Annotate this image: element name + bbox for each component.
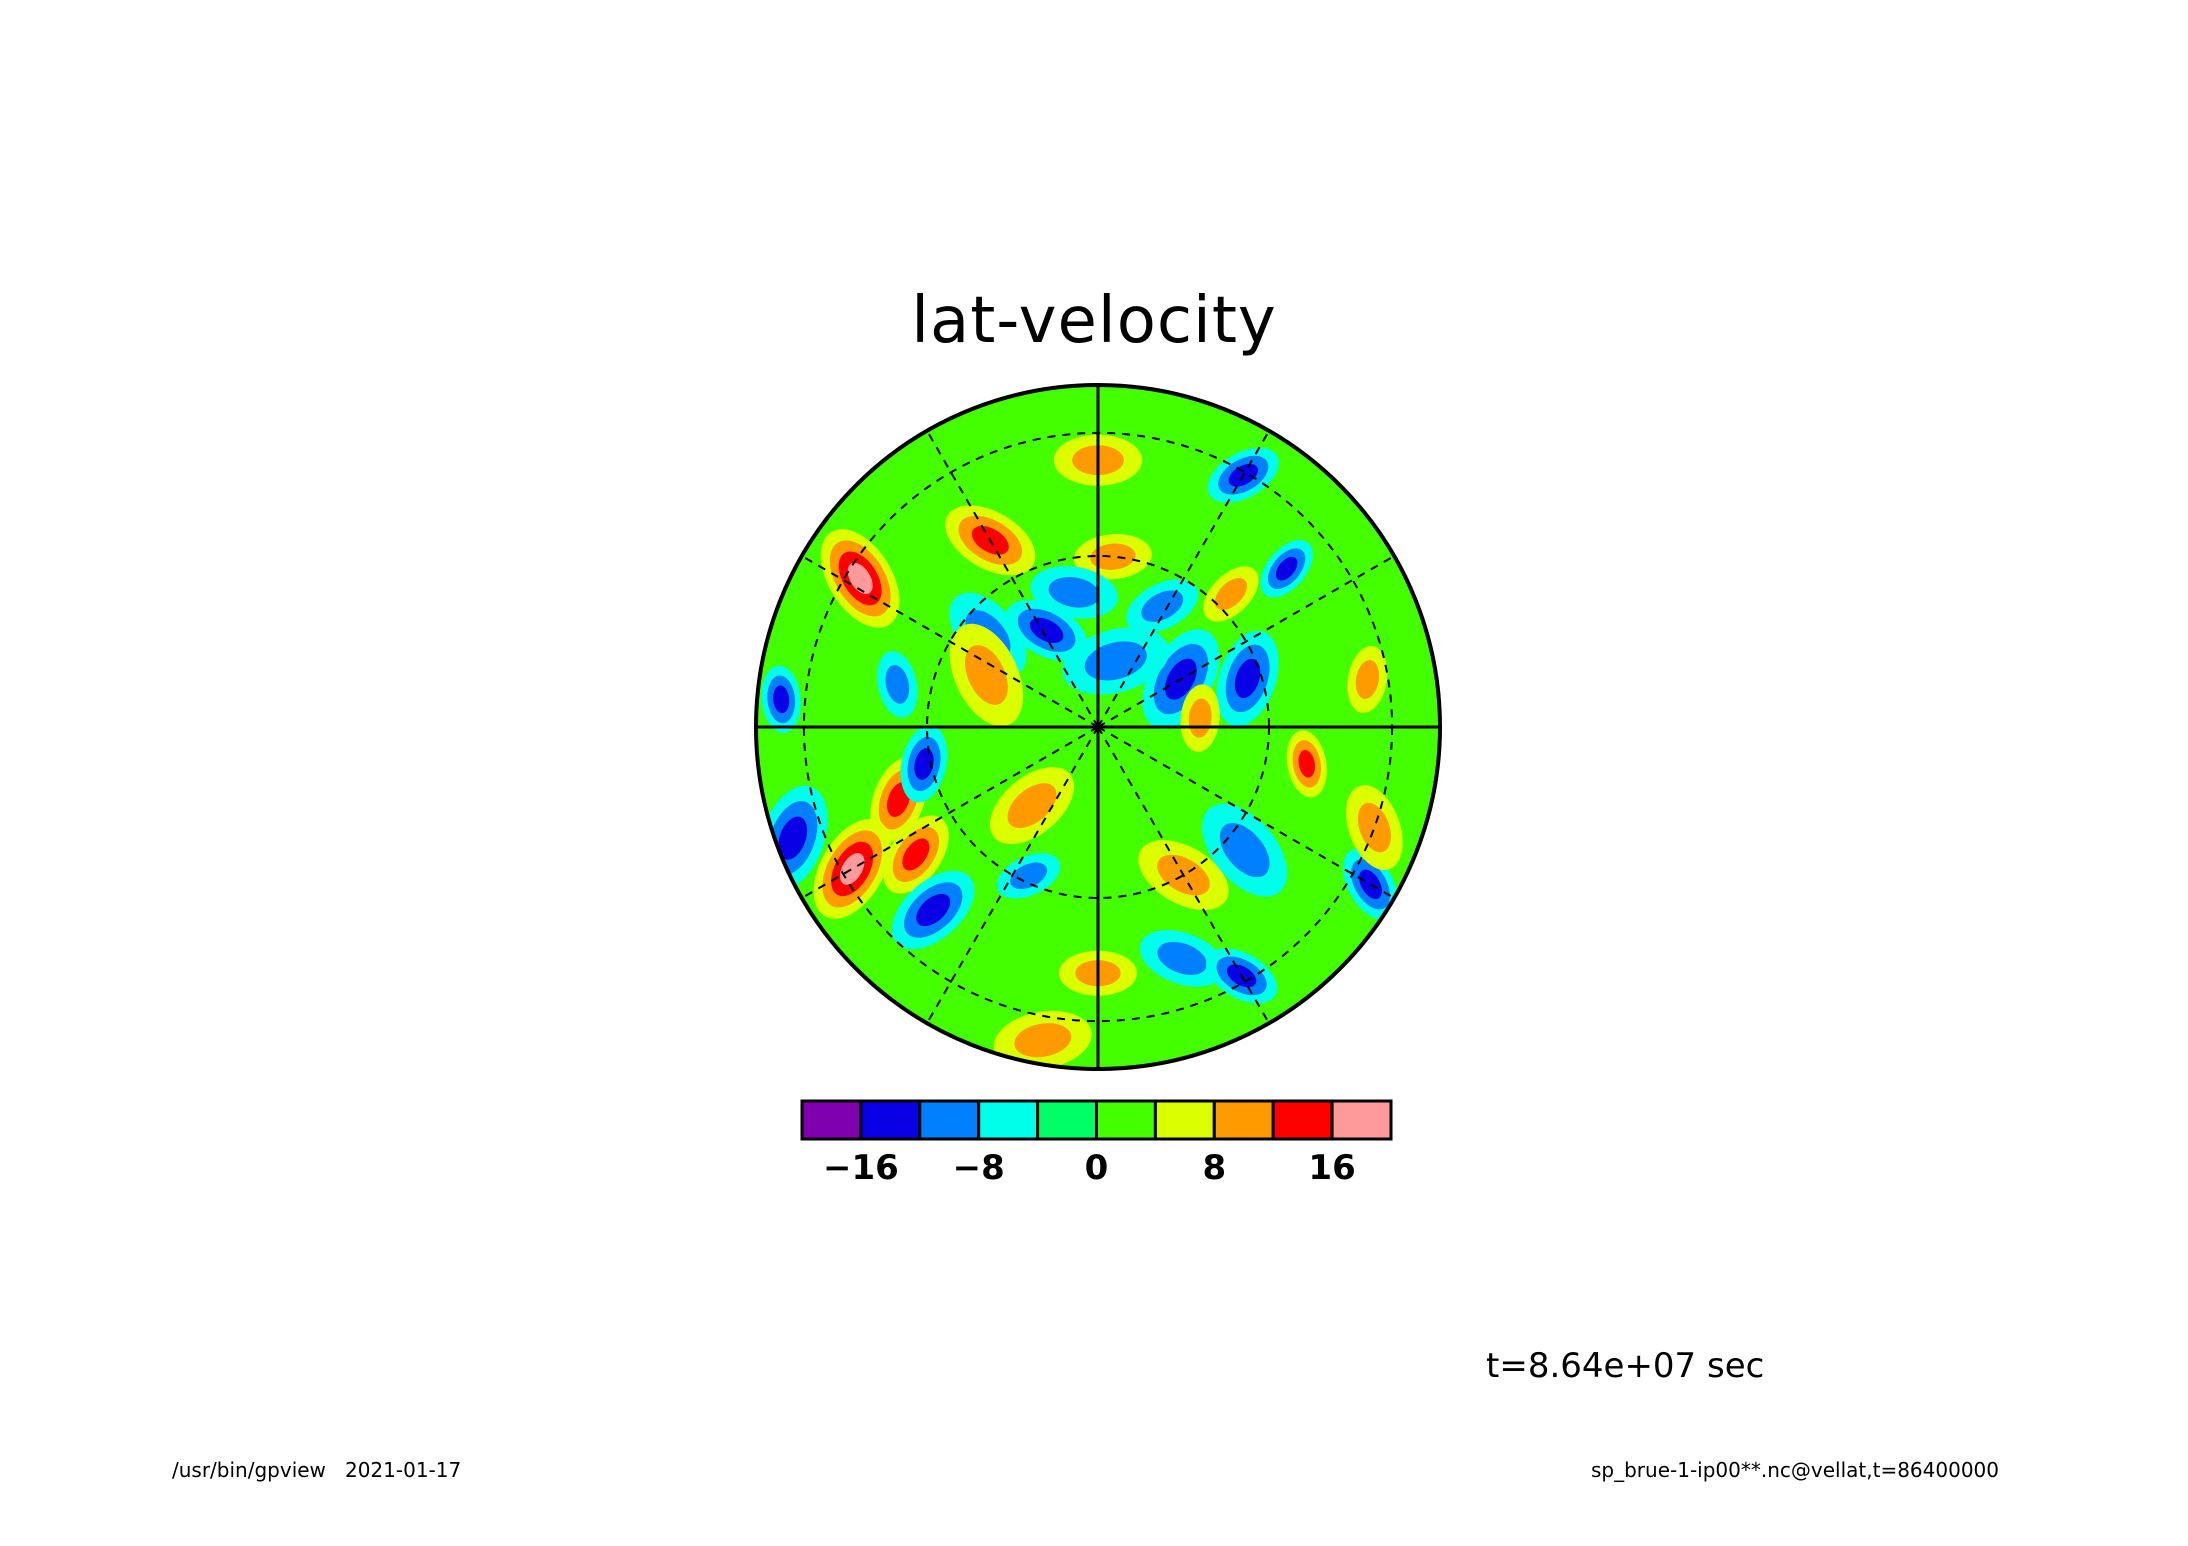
contour-level (847, 562, 873, 595)
colorbar-swatch (1271, 1099, 1334, 1141)
contour-level (1357, 802, 1391, 853)
contour-level (1298, 750, 1316, 778)
contour-level (885, 664, 910, 704)
field-blob (1126, 579, 1199, 634)
graticule (756, 385, 1440, 1069)
contour-level (1219, 823, 1270, 878)
colorbar-swatch (918, 1099, 981, 1141)
contour-level (902, 838, 930, 871)
contour-level (1275, 556, 1298, 581)
field-blob (876, 650, 918, 718)
field-blob (949, 623, 1024, 727)
field-blob (1347, 646, 1388, 713)
field-blob (900, 725, 948, 803)
meridian-line (926, 430, 1099, 728)
field-blob (1216, 630, 1279, 727)
meridian-line (801, 726, 1099, 899)
colorbar-swatch (800, 1099, 863, 1141)
field-blob (883, 815, 949, 894)
field-blob (1062, 627, 1170, 695)
meridian-line (1097, 726, 1270, 1024)
contour-level (1007, 783, 1057, 829)
colorbar-swatch (1212, 1099, 1275, 1141)
contour-level (1090, 543, 1136, 570)
contour-level (1359, 869, 1382, 899)
disk-boundary (754, 383, 1442, 1071)
meridian-line (926, 726, 1099, 1024)
contour-level (1048, 576, 1100, 608)
contour-level (914, 748, 934, 780)
contour-level (1141, 590, 1184, 622)
time-annotation: t=8.64e+07 sec (1486, 1346, 1765, 1386)
meridian-line (1097, 726, 1395, 899)
colorbar-swatch (1036, 1099, 1098, 1141)
footer-right-text: sp_brue-1-ip00**.nc@vellat,t=86400000 (1590, 1458, 1999, 1482)
contour-level (1029, 617, 1064, 644)
field-blob (1005, 599, 1088, 662)
chart-title: lat-velocity (911, 284, 1277, 358)
colorbar-tick-label: −8 (953, 1148, 1005, 1188)
field-blob (1202, 803, 1288, 897)
contour-level (1157, 941, 1207, 975)
contour-level (773, 685, 790, 714)
field-blob (1203, 566, 1259, 622)
contour-level (1014, 1023, 1072, 1058)
colorbar-swatch (1330, 1099, 1393, 1141)
contour-level (1214, 577, 1248, 611)
contour-level (916, 893, 951, 927)
contour-level (1010, 862, 1048, 890)
meridian-line (801, 555, 1099, 728)
colorbar-swatch (1153, 1099, 1216, 1141)
contour-level (1234, 658, 1261, 699)
colorbar: −16 −8 0 8 16 (800, 1099, 1393, 1188)
contour-level (1355, 659, 1380, 700)
field-blob (1260, 539, 1313, 598)
field-blob (993, 1010, 1092, 1069)
field-blob (891, 870, 975, 950)
contour-level (778, 816, 808, 860)
colorbar-tick-label: −16 (823, 1148, 899, 1188)
contour-level (964, 645, 1008, 705)
colorbar-swatch (859, 1099, 922, 1141)
field-blob (761, 665, 801, 734)
colorbar-swatch (1095, 1099, 1157, 1141)
meridian-line (1097, 555, 1395, 728)
colorbar-tick-label: 16 (1308, 1148, 1355, 1188)
colorbar-tick-label: 0 (1085, 1148, 1109, 1188)
field-blob (820, 529, 900, 628)
field-blob (989, 767, 1075, 845)
meridian-line (1097, 430, 1270, 728)
field-blob (1286, 730, 1327, 798)
field-blob (813, 819, 891, 919)
field-blob (996, 853, 1061, 899)
field-blob (1139, 930, 1225, 987)
footer-left-text: /usr/bin/gpview 2021-01-17 (172, 1458, 462, 1482)
colorbar-swatch (977, 1099, 1040, 1141)
field-blob (1073, 534, 1152, 580)
field-blob (1346, 785, 1403, 871)
colorbar-tick-label: 8 (1202, 1148, 1226, 1188)
